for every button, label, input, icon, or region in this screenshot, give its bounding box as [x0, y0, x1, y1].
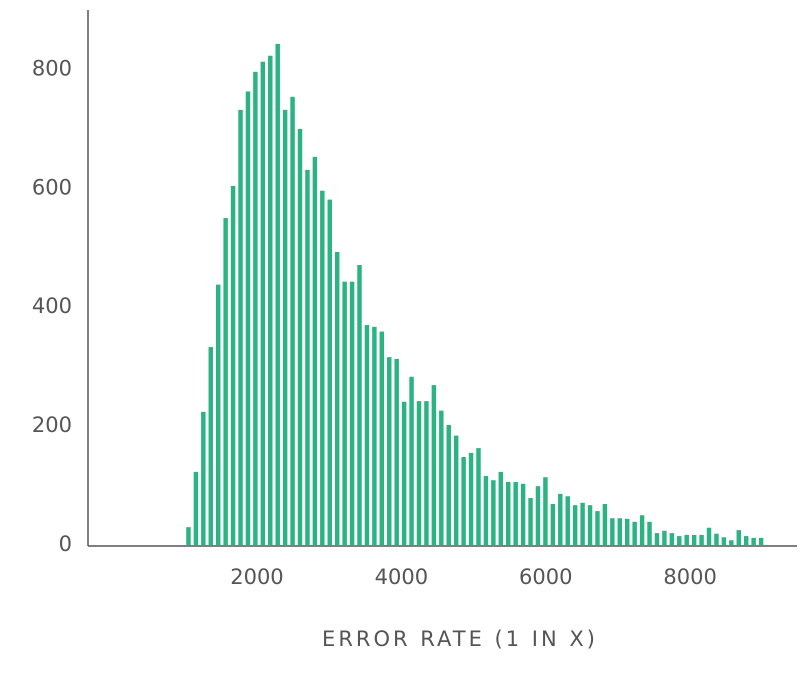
bar	[312, 156, 318, 546]
bar	[572, 505, 578, 545]
bar	[268, 55, 273, 546]
bar	[624, 518, 630, 545]
bar	[416, 401, 422, 545]
bar	[431, 385, 437, 545]
bar	[498, 471, 504, 545]
bar	[372, 326, 377, 545]
bar	[476, 448, 481, 545]
x-tick-label: 4000	[375, 565, 428, 589]
bar	[535, 486, 541, 545]
y-tick-label: 800	[32, 56, 72, 80]
bar	[208, 347, 214, 545]
y-tick-label: 600	[32, 175, 72, 199]
bar	[721, 537, 727, 545]
bar	[736, 530, 742, 545]
bar	[617, 518, 623, 545]
bar	[275, 43, 280, 546]
bar	[357, 265, 362, 545]
bar	[401, 401, 407, 545]
x-axis-label: ERROR RATE (1 IN X)	[322, 627, 598, 651]
bar	[558, 493, 563, 545]
y-tick-label: 0	[59, 532, 72, 556]
bar	[677, 536, 682, 545]
x-tick-label: 6000	[519, 565, 572, 589]
bar	[453, 435, 459, 545]
bar	[305, 169, 310, 545]
bar	[602, 503, 608, 545]
x-tick-label: 8000	[663, 565, 716, 589]
bar	[610, 518, 615, 545]
bar	[691, 534, 697, 545]
bar	[327, 199, 332, 545]
bar	[253, 71, 258, 546]
bar	[743, 536, 749, 545]
bar	[349, 281, 355, 545]
bar	[230, 185, 236, 545]
bar	[468, 452, 474, 545]
y-tick-label: 400	[32, 294, 72, 318]
bar	[409, 376, 414, 545]
bar	[580, 502, 585, 545]
bar	[587, 505, 593, 545]
bar	[424, 401, 429, 545]
bar	[483, 476, 489, 545]
bar	[528, 498, 533, 545]
bar	[565, 496, 570, 545]
bar	[245, 91, 251, 545]
bar	[394, 358, 399, 545]
bar	[758, 537, 764, 545]
bar	[729, 540, 734, 545]
bar	[223, 218, 228, 546]
bar	[201, 411, 206, 545]
bar	[684, 534, 689, 545]
bar	[639, 515, 645, 545]
bar	[297, 128, 303, 545]
bar	[364, 325, 370, 545]
bar	[186, 527, 191, 545]
bar	[669, 533, 675, 545]
bar	[290, 96, 295, 546]
bar	[282, 109, 288, 545]
bar	[342, 281, 347, 545]
bar	[699, 534, 704, 545]
bar	[387, 357, 392, 545]
bar	[215, 284, 221, 545]
bar	[632, 521, 637, 545]
bar	[513, 481, 518, 545]
bar	[446, 424, 451, 545]
bar	[506, 481, 511, 545]
bar	[320, 190, 325, 545]
bar	[439, 410, 444, 545]
bar	[647, 521, 652, 545]
bar	[751, 537, 756, 545]
y-tick-label: 200	[32, 413, 72, 437]
bar	[654, 533, 660, 545]
bar	[550, 503, 556, 545]
bar	[706, 527, 712, 545]
x-tick-label: 2000	[230, 565, 283, 589]
bar	[193, 471, 199, 545]
bar	[662, 530, 667, 545]
bar	[238, 109, 243, 545]
bar	[379, 331, 385, 545]
bar	[595, 511, 600, 545]
bar	[334, 251, 340, 545]
bar	[461, 457, 466, 545]
bar	[520, 483, 526, 545]
bar	[714, 533, 719, 545]
bar	[543, 477, 548, 545]
bar	[260, 61, 266, 545]
bar	[491, 480, 496, 545]
